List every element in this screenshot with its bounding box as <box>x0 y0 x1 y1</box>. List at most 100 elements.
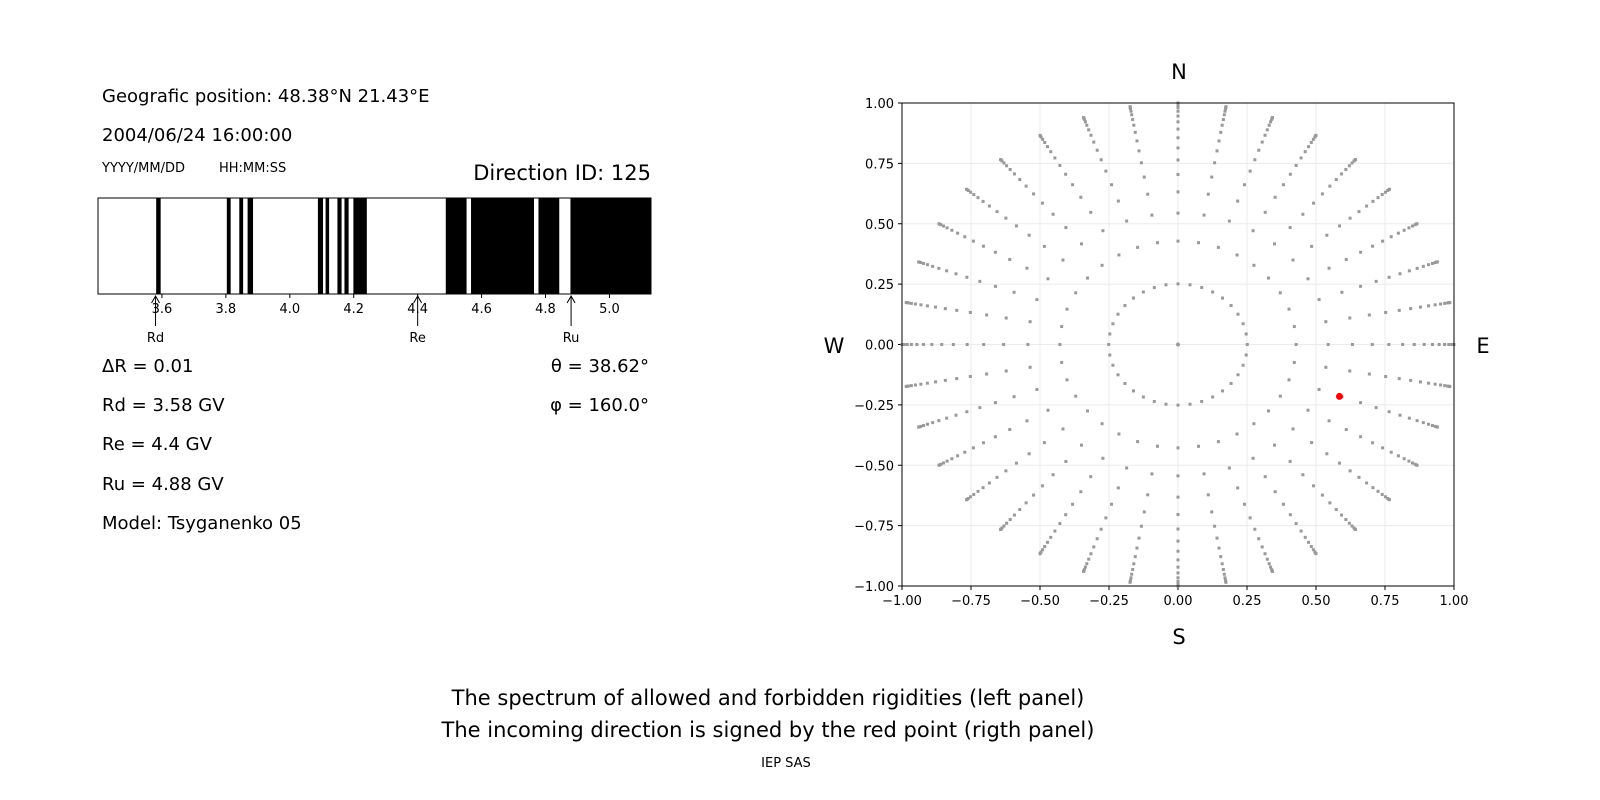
y-tick-label: −1.00 <box>854 580 894 595</box>
grid-point <box>1307 540 1311 544</box>
grid-point <box>1089 552 1093 556</box>
grid-point <box>1176 120 1180 124</box>
grid-point <box>1215 149 1219 153</box>
grid-point <box>1071 183 1075 187</box>
grid-point <box>1288 226 1292 230</box>
x-tick-label: 3.8 <box>216 302 237 317</box>
grid-point <box>931 264 935 268</box>
grid-point <box>965 187 969 191</box>
grid-point <box>1365 204 1369 208</box>
grid-point <box>963 235 967 239</box>
grid-point <box>1253 527 1257 531</box>
grid-point <box>1371 244 1375 248</box>
x-tick-label: 5.0 <box>599 302 620 317</box>
grid-point <box>1146 192 1150 196</box>
grid-point <box>1353 527 1357 531</box>
grid-point <box>906 384 910 388</box>
grid-point <box>1248 516 1252 520</box>
grid-point <box>1008 428 1012 432</box>
grid-point <box>1324 365 1328 369</box>
grid-point <box>987 481 991 485</box>
grid-point <box>1365 481 1369 485</box>
grid-point <box>1397 377 1401 381</box>
grid-point <box>1071 502 1075 506</box>
grid-point <box>1299 156 1303 160</box>
grid-point <box>1002 161 1006 165</box>
grid-point <box>1026 343 1030 346</box>
date-format: YYYY/MM/DD <box>102 161 185 176</box>
grid-point <box>1435 260 1439 264</box>
grid-point <box>1439 302 1443 306</box>
x-tick-label: 4.6 <box>471 302 492 317</box>
grid-point <box>1132 123 1136 127</box>
grid-point <box>1273 242 1277 246</box>
grid-point <box>1065 307 1069 311</box>
grid-point <box>1269 565 1273 569</box>
grid-point <box>1176 513 1180 517</box>
grid-point <box>917 260 921 264</box>
grid-point <box>1325 452 1329 456</box>
grid-point <box>1043 140 1047 144</box>
grid-point <box>1176 282 1180 286</box>
forbidden-band <box>317 198 324 294</box>
grid-point <box>1433 382 1437 386</box>
grid-point <box>1242 183 1246 187</box>
grid-point <box>1409 378 1413 382</box>
grid-point <box>976 196 980 200</box>
grid-point <box>1415 419 1419 423</box>
grid-point <box>1443 384 1447 388</box>
grid-point <box>1110 183 1114 187</box>
grid-point <box>1137 149 1141 153</box>
grid-point <box>1142 510 1146 514</box>
grid-point <box>1002 524 1006 528</box>
grid-point <box>1131 118 1135 122</box>
x-tick-label: 4.8 <box>535 302 556 317</box>
grid-point <box>1359 435 1363 439</box>
grid-point <box>1303 535 1307 539</box>
grid-point <box>993 284 997 288</box>
grid-point <box>1325 233 1329 237</box>
grid-point <box>1164 402 1168 406</box>
grid-point <box>1008 257 1012 261</box>
grid-point <box>1220 562 1224 566</box>
grid-point <box>1359 401 1363 405</box>
grid-point <box>965 275 969 279</box>
grid-point <box>1348 316 1352 320</box>
grid-point <box>1116 373 1120 377</box>
grid-point <box>1131 389 1135 393</box>
grid-point <box>1116 199 1120 203</box>
grid-point <box>1314 552 1318 556</box>
grid-point <box>1040 484 1044 488</box>
grid-point <box>1273 195 1277 199</box>
grid-point <box>1235 432 1239 436</box>
grid-point <box>1314 133 1318 137</box>
grid-point <box>909 384 913 388</box>
grid-point <box>1150 213 1154 217</box>
grid-point <box>945 416 949 420</box>
grid-point <box>1128 105 1132 109</box>
grid-point <box>1060 325 1064 329</box>
grid-point <box>1387 343 1391 346</box>
grid-point <box>1197 241 1201 245</box>
grid-point <box>1053 529 1057 533</box>
grid-point <box>965 498 969 502</box>
grid-point <box>1340 513 1344 517</box>
grid-point <box>1032 493 1036 497</box>
grid-point <box>1099 158 1103 162</box>
grid-point <box>1049 535 1053 539</box>
grid-point <box>1079 490 1083 494</box>
grid-point <box>1281 502 1285 506</box>
forbidden-band <box>471 198 535 294</box>
grid-point <box>1217 546 1221 550</box>
grid-point <box>1176 158 1180 162</box>
grid-point <box>1273 443 1277 447</box>
grid-point <box>1024 184 1028 188</box>
grid-point <box>1012 395 1016 399</box>
grid-point <box>1129 109 1133 113</box>
forbidden-band <box>344 198 349 294</box>
grid-point <box>1278 394 1282 398</box>
marker-label: Ru <box>563 331 580 346</box>
grid-point <box>1446 301 1450 305</box>
grid-point <box>1287 378 1291 382</box>
grid-point <box>1152 399 1156 403</box>
